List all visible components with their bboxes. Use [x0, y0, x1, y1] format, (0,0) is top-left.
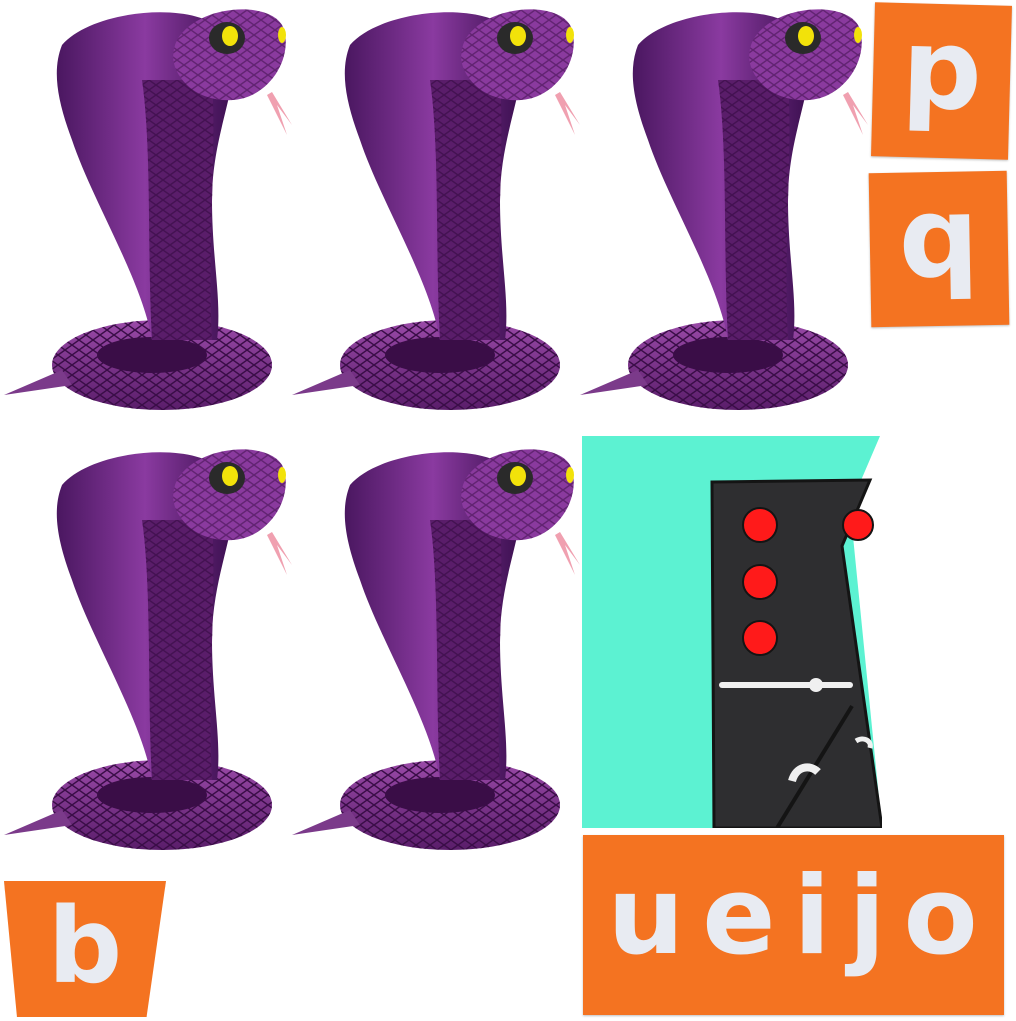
letter-tile-q: q	[868, 170, 1010, 328]
letter-tile-label: p	[900, 3, 984, 137]
letter-tile-p: p	[871, 2, 1012, 160]
word-tile-label: ueijo	[607, 854, 996, 979]
letter-tile-label: b	[47, 885, 123, 1007]
cobra-icon	[2, 0, 292, 425]
letter-tile-label: q	[897, 172, 981, 304]
word-tile-ueijo: ueijo	[583, 835, 1004, 1015]
cobra-icon	[290, 0, 580, 425]
cobra-icon	[578, 0, 868, 425]
domino-icon	[582, 436, 882, 828]
cobra-icon	[290, 440, 580, 865]
letter-tile-b: b	[4, 881, 166, 1017]
cobra-icon	[2, 440, 292, 865]
